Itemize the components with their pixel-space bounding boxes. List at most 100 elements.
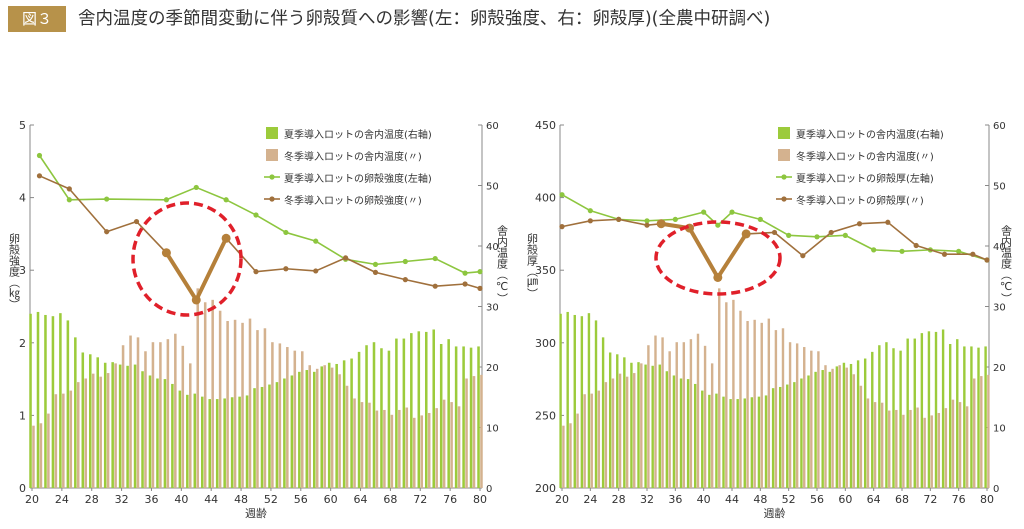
winter-temp-bar xyxy=(661,337,664,488)
winter-temp-bar xyxy=(951,399,955,488)
winter-temp-bar xyxy=(189,363,192,488)
right-tick-label: 20 xyxy=(486,363,499,374)
highlight-dip-point xyxy=(713,272,723,282)
legend-label: 冬季導入ロットの卵殻厚(〃) xyxy=(796,194,924,207)
summer-temp-bar xyxy=(462,346,465,488)
winter-temp-bar xyxy=(159,342,162,488)
x-tick-label: 80 xyxy=(980,493,994,506)
summer-temp-bar xyxy=(223,398,226,488)
summer-shell-point xyxy=(462,270,468,276)
winter-temp-bar xyxy=(218,310,222,488)
winter-temp-bar xyxy=(420,415,424,488)
summer-temp-bar xyxy=(793,382,796,488)
winter-shell-point xyxy=(462,281,468,287)
x-tick-label: 32 xyxy=(115,493,129,506)
summer-temp-bar xyxy=(103,362,107,488)
summer-temp-bar xyxy=(920,333,924,488)
summer-temp-bar xyxy=(141,371,144,488)
left-tick-label: 0 xyxy=(19,482,26,495)
x-tick-label: 80 xyxy=(473,493,487,506)
left-tick-label: 200 xyxy=(535,482,556,495)
x-tick-label: 40 xyxy=(697,493,711,506)
chart-panel-2: 200 250 300 350 400 450 0 10 20 30 40 50 60 20 24 28 32 3… xyxy=(526,119,1013,520)
x-tick-label: 28 xyxy=(85,493,99,506)
right-axis-label: 舎内温度（℃） xyxy=(496,225,509,304)
left-axis-label: 卵殻厚（㎛） xyxy=(526,233,539,299)
winter-temp-bar xyxy=(873,402,877,488)
summer-temp-bar xyxy=(672,375,676,488)
summer-shell-point xyxy=(313,238,319,244)
winter-temp-bar xyxy=(937,412,941,488)
summer-temp-bar xyxy=(133,364,137,488)
winter-temp-bar xyxy=(788,342,792,488)
legend-marker xyxy=(269,174,275,180)
summer-shell-point xyxy=(814,234,820,240)
summer-temp-bar xyxy=(941,329,945,488)
summer-temp-bar xyxy=(365,345,368,488)
summer-temp-bar xyxy=(821,370,824,488)
x-tick-label: 20 xyxy=(25,493,39,506)
winter-temp-bar xyxy=(753,319,756,488)
summer-temp-bar xyxy=(899,350,902,488)
summer-temp-bar xyxy=(186,394,189,488)
x-tick-label: 72 xyxy=(923,493,937,506)
summer-shell-point xyxy=(66,197,72,203)
summer-temp-bar xyxy=(118,364,122,488)
summer-shell-point xyxy=(223,197,229,203)
summer-temp-bar xyxy=(885,342,888,488)
winter-temp-bar xyxy=(69,390,73,488)
x-tick-label: 48 xyxy=(234,493,248,506)
winter-temp-bar xyxy=(345,385,349,488)
winter-shell-point xyxy=(984,257,990,263)
left-tick-label: 350 xyxy=(535,264,556,277)
summer-shell-point xyxy=(402,258,408,265)
winter-temp-bar xyxy=(390,414,394,488)
winter-shell-point xyxy=(402,277,408,283)
summer-temp-bar xyxy=(559,313,562,488)
x-tick-label: 60 xyxy=(838,493,852,506)
summer-temp-bar xyxy=(260,386,264,488)
winter-temp-bar xyxy=(241,322,244,488)
legend-marker xyxy=(781,196,787,202)
summer-shell-point xyxy=(432,255,438,262)
winter-temp-bar xyxy=(99,376,102,488)
summer-shell-point xyxy=(899,248,905,254)
x-tick-label: 36 xyxy=(144,493,158,506)
winter-shell-line xyxy=(39,175,481,301)
winter-temp-bar xyxy=(84,378,88,488)
winter-temp-bar xyxy=(442,399,446,488)
winter-temp-bar xyxy=(121,345,125,488)
x-tick-label: 40 xyxy=(174,493,188,506)
summer-temp-bar xyxy=(238,396,241,488)
winter-temp-bar xyxy=(774,330,778,488)
winter-temp-bar xyxy=(106,373,110,488)
winter-shell-point xyxy=(856,221,863,227)
winter-temp-bar xyxy=(987,374,990,488)
x-tick-label: 44 xyxy=(204,493,218,506)
summer-temp-bar xyxy=(658,364,661,488)
winter-shell-point xyxy=(913,242,919,249)
highlight-dip-line xyxy=(660,221,748,280)
right-tick-label: 30 xyxy=(993,303,1006,314)
winter-shell-point xyxy=(36,173,43,179)
winter-temp-bar xyxy=(583,394,586,488)
winter-shell-point xyxy=(644,222,650,228)
summer-temp-bar xyxy=(156,378,159,488)
winter-temp-bar xyxy=(852,374,856,488)
x-tick-label: 44 xyxy=(725,493,739,506)
winter-shell-point xyxy=(970,251,976,257)
summer-temp-bar xyxy=(342,360,346,488)
winter-temp-bar xyxy=(286,347,289,488)
summer-temp-bar xyxy=(892,348,895,488)
summer-temp-bar xyxy=(686,379,690,488)
summer-temp-bar xyxy=(163,379,167,488)
winter-temp-bar xyxy=(129,335,132,488)
winter-temp-bar xyxy=(54,394,58,488)
summer-temp-bar xyxy=(878,345,881,488)
winter-temp-bar xyxy=(810,350,813,488)
legend-label: 冬季導入ロットの舎内温度(〃) xyxy=(284,150,422,163)
left-tick-label: 400 xyxy=(535,192,556,205)
summer-temp-bar xyxy=(835,366,839,488)
summer-temp-bar xyxy=(171,383,174,488)
